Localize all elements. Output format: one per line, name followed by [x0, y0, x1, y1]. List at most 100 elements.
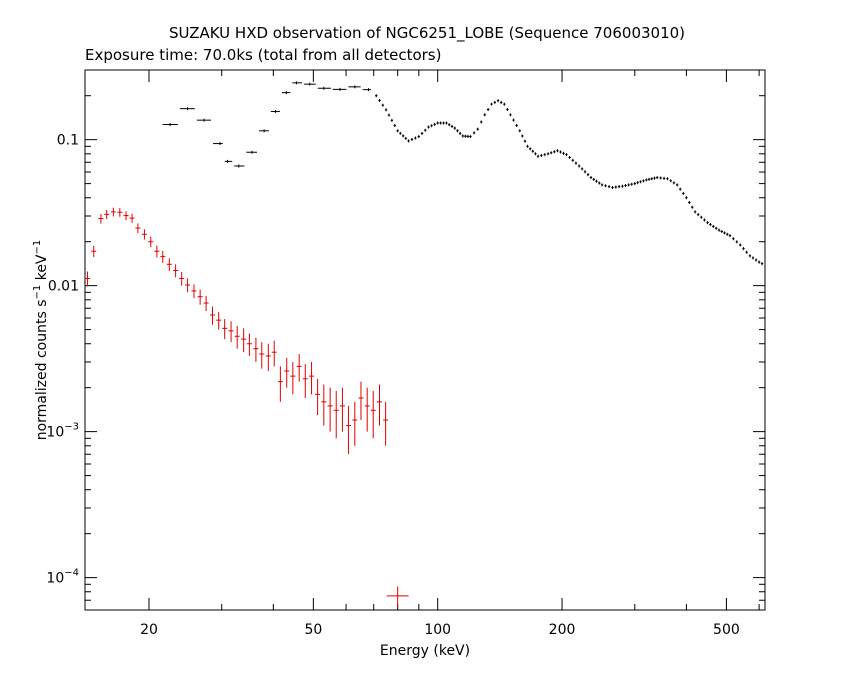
- black-curve-point: [565, 153, 568, 157]
- black-curve-point: [742, 247, 745, 251]
- black-curve-point: [735, 240, 738, 244]
- black-curve-point: [583, 170, 587, 174]
- red-data-point: [383, 401, 389, 446]
- black-data-point: [246, 150, 258, 154]
- black-curve-point: [493, 100, 496, 104]
- red-data-point: [321, 384, 327, 426]
- black-curve-point: [531, 149, 535, 153]
- black-data-point: [270, 109, 280, 113]
- red-data-point: [148, 236, 154, 248]
- black-curve-point: [688, 200, 691, 204]
- black-curve-point: [448, 123, 451, 127]
- red-data-point: [85, 271, 91, 287]
- black-curve-point: [624, 184, 627, 188]
- red-data-point: [129, 213, 135, 223]
- black-curve-point: [439, 121, 442, 125]
- red-data-point: [179, 272, 185, 286]
- black-curve-point: [472, 131, 476, 135]
- black-curve-point: [490, 102, 493, 106]
- y-axis-label-mid: keV: [34, 254, 50, 285]
- y-tick-label: 10−4: [46, 568, 79, 587]
- red-data-point: [333, 390, 339, 439]
- black-curve-point: [669, 179, 672, 183]
- black-curve-point: [404, 136, 408, 140]
- black-curve-point: [550, 151, 553, 155]
- black-curve-point: [700, 215, 703, 219]
- red-data-point: [210, 306, 216, 325]
- black-curve-point: [466, 134, 470, 138]
- black-curve-point: [509, 113, 512, 117]
- red-data-point: [191, 284, 197, 299]
- red-data-point: [98, 213, 104, 224]
- black-curve-point: [745, 250, 748, 254]
- black-curve-point: [506, 107, 509, 111]
- black-curve-point: [666, 177, 669, 181]
- black-curve-point: [675, 183, 679, 187]
- black-curve-point: [633, 182, 636, 186]
- black-curve-point: [503, 102, 506, 106]
- red-data-point: [135, 223, 141, 234]
- black-curve-point: [521, 134, 524, 138]
- red-data-point: [315, 378, 321, 415]
- black-curve-point: [726, 232, 729, 236]
- black-curve-point: [486, 107, 490, 111]
- black-curve-point: [562, 151, 565, 155]
- black-curve-point: [621, 184, 624, 188]
- black-data-point: [304, 82, 316, 86]
- black-data-point: [292, 81, 303, 85]
- red-data-point: [327, 387, 333, 432]
- x-axis-tick-labels: 20 50 100 200 500: [140, 622, 740, 638]
- black-curve-point: [571, 158, 575, 162]
- black-curve-point: [433, 122, 436, 126]
- black-curve-point: [420, 131, 424, 135]
- black-curve-point: [387, 113, 391, 117]
- black-curve-point: [717, 228, 721, 232]
- red-data-point: [259, 342, 265, 369]
- black-curve-point: [650, 177, 653, 181]
- black-data-point: [281, 91, 291, 95]
- black-curve-point: [483, 113, 486, 117]
- red-data-point: [277, 366, 283, 402]
- red-data-point: [154, 245, 160, 258]
- y-tick-label: 10−3: [46, 422, 79, 441]
- red-data-point: [377, 384, 383, 426]
- red-data-point: [302, 364, 308, 398]
- red-data-point: [370, 390, 376, 439]
- black-curve-point: [534, 152, 537, 156]
- black-curve-point: [430, 124, 433, 128]
- black-curve-point: [546, 152, 550, 156]
- red-data-point: [216, 311, 222, 330]
- x-tick-label: 100: [424, 622, 451, 638]
- black-curve-point: [424, 128, 427, 132]
- black-curve-point: [536, 154, 540, 158]
- black-curve-point: [642, 179, 645, 183]
- black-curve-point: [375, 94, 378, 98]
- red-data-point: [284, 357, 290, 388]
- plot-frame: [84, 69, 766, 611]
- black-curve-point: [442, 121, 445, 125]
- black-curve-point: [480, 120, 483, 124]
- black-curve-point: [679, 187, 682, 191]
- red-data-point: [91, 245, 97, 258]
- red-data-point: [241, 328, 247, 353]
- red-data-point: [203, 295, 209, 312]
- black-curve-point: [568, 155, 571, 159]
- red-data-point: [117, 208, 123, 217]
- black-curve-point: [445, 121, 448, 125]
- black-data-point: [179, 107, 195, 111]
- black-curve-point: [589, 176, 593, 180]
- black-data-point: [162, 122, 178, 126]
- black-data-point: [196, 118, 212, 122]
- black-curve-point: [469, 135, 472, 139]
- x-axis-label: Energy (keV): [380, 643, 470, 659]
- black-data-point: [259, 129, 269, 133]
- black-curve-point: [630, 182, 633, 186]
- black-curve-point: [757, 260, 761, 264]
- black-curve-point: [543, 153, 546, 157]
- chart-subtitle: Exposure time: 70.0ks (total from all de…: [85, 46, 441, 64]
- red-data-point: [141, 229, 147, 240]
- red-data-point: [271, 340, 277, 367]
- red-data-point: [265, 343, 271, 372]
- black-curve-point: [580, 167, 584, 171]
